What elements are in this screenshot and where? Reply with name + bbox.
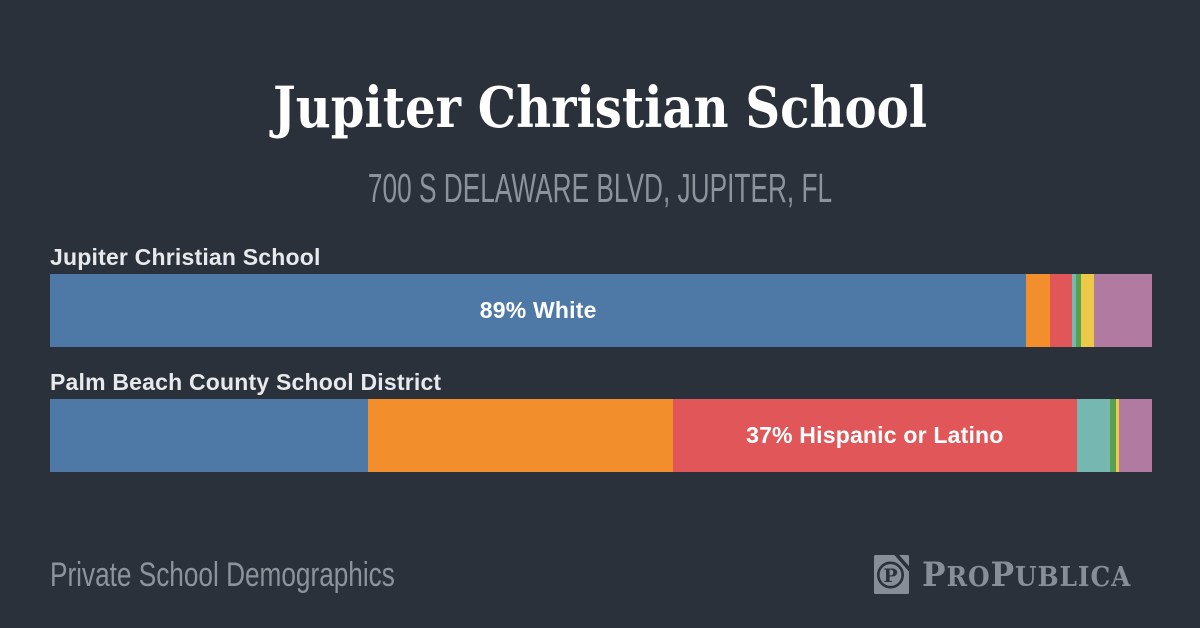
bar-segment xyxy=(368,399,673,472)
wordmark-cap1: P xyxy=(922,554,947,595)
footer-label: Private School Demographics xyxy=(50,556,395,594)
bar-segment xyxy=(1093,274,1152,347)
svg-text:P: P xyxy=(884,565,898,587)
bar-row: Jupiter Christian School 89% White xyxy=(50,243,1152,347)
bar-row-label: Palm Beach County School District xyxy=(50,369,442,395)
bar-segment xyxy=(1076,274,1082,347)
propublica-logo-icon: P xyxy=(874,555,910,594)
page-title: Jupiter Christian School xyxy=(272,75,928,141)
bar-segment xyxy=(1110,399,1116,472)
bar-segment xyxy=(1077,399,1111,472)
bar-segment xyxy=(1081,274,1094,347)
bar-segment-label: 37% Hispanic or Latino xyxy=(746,422,1004,448)
bar-segment: 89% White xyxy=(50,274,1027,347)
stacked-bar: 37% Hispanic or Latino xyxy=(50,399,1152,472)
bar-segment xyxy=(50,399,369,472)
wordmark-small1: RO xyxy=(946,561,992,593)
bar-segment xyxy=(1071,274,1077,347)
bar-segment xyxy=(1118,399,1152,472)
bar-segment: 37% Hispanic or Latino xyxy=(672,399,1078,472)
wordmark-small2: UBLICA xyxy=(1015,561,1132,593)
bar-segment xyxy=(1026,274,1050,347)
bar-row: Palm Beach County School District 37% His… xyxy=(50,368,1152,472)
stacked-bar: 89% White xyxy=(50,274,1152,347)
stacked-bar-chart: Jupiter Christian School 89% White Palm Be… xyxy=(50,243,1152,472)
wordmark-cap2: P xyxy=(991,554,1016,595)
propublica-logo: P PROPUBLICA xyxy=(874,555,1150,594)
bar-segment xyxy=(1115,399,1119,472)
bar-segment-label: 89% White xyxy=(479,297,597,323)
bar-row-label: Jupiter Christian School xyxy=(50,244,321,270)
bar-segment xyxy=(1049,274,1072,347)
propublica-wordmark: PROPUBLICA xyxy=(922,558,1131,592)
school-address: 700 S DELAWARE BLVD, JUPITER, FL xyxy=(367,165,833,211)
